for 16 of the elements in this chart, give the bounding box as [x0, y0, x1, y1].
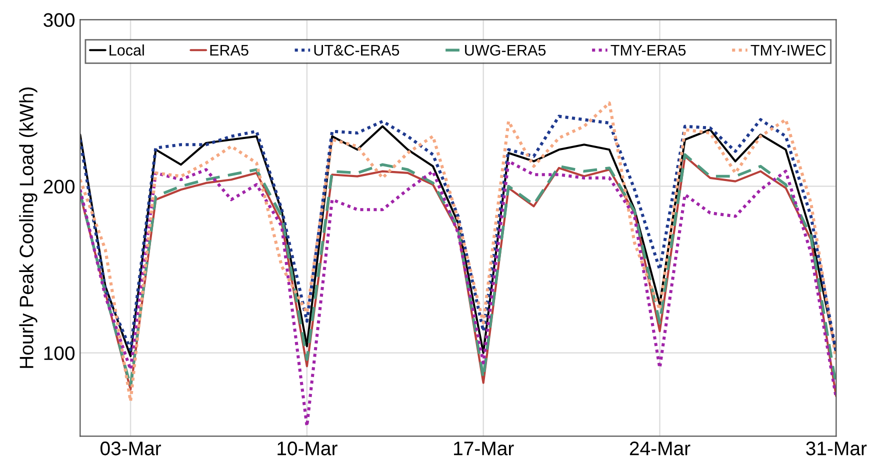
- line-series: [80, 101, 836, 403]
- legend-label: UT&C-ERA5: [314, 44, 400, 56]
- x-tick-label: 31-Mar: [806, 442, 867, 456]
- legend-label: TMY-ERA5: [610, 44, 686, 56]
- y-axis-title: Hourly Peak Cooling Load (kWh): [19, 88, 38, 368]
- legend-label: TMY-IWEC: [750, 44, 826, 56]
- legend-label: Local: [110, 44, 144, 56]
- legend-label: UWG-ERA5: [465, 44, 546, 56]
- x-tick-label: 03-Mar: [100, 442, 162, 456]
- y-tick-label: 100: [44, 346, 75, 360]
- legend-label: ERA5: [210, 44, 248, 56]
- y-tick-label: 200: [44, 180, 75, 194]
- x-tick-label: 17-Mar: [454, 442, 514, 456]
- x-tick-label: 10-Mar: [278, 442, 338, 456]
- x-tick-label: 24-Mar: [630, 442, 690, 456]
- y-tick-label: 300: [44, 13, 75, 27]
